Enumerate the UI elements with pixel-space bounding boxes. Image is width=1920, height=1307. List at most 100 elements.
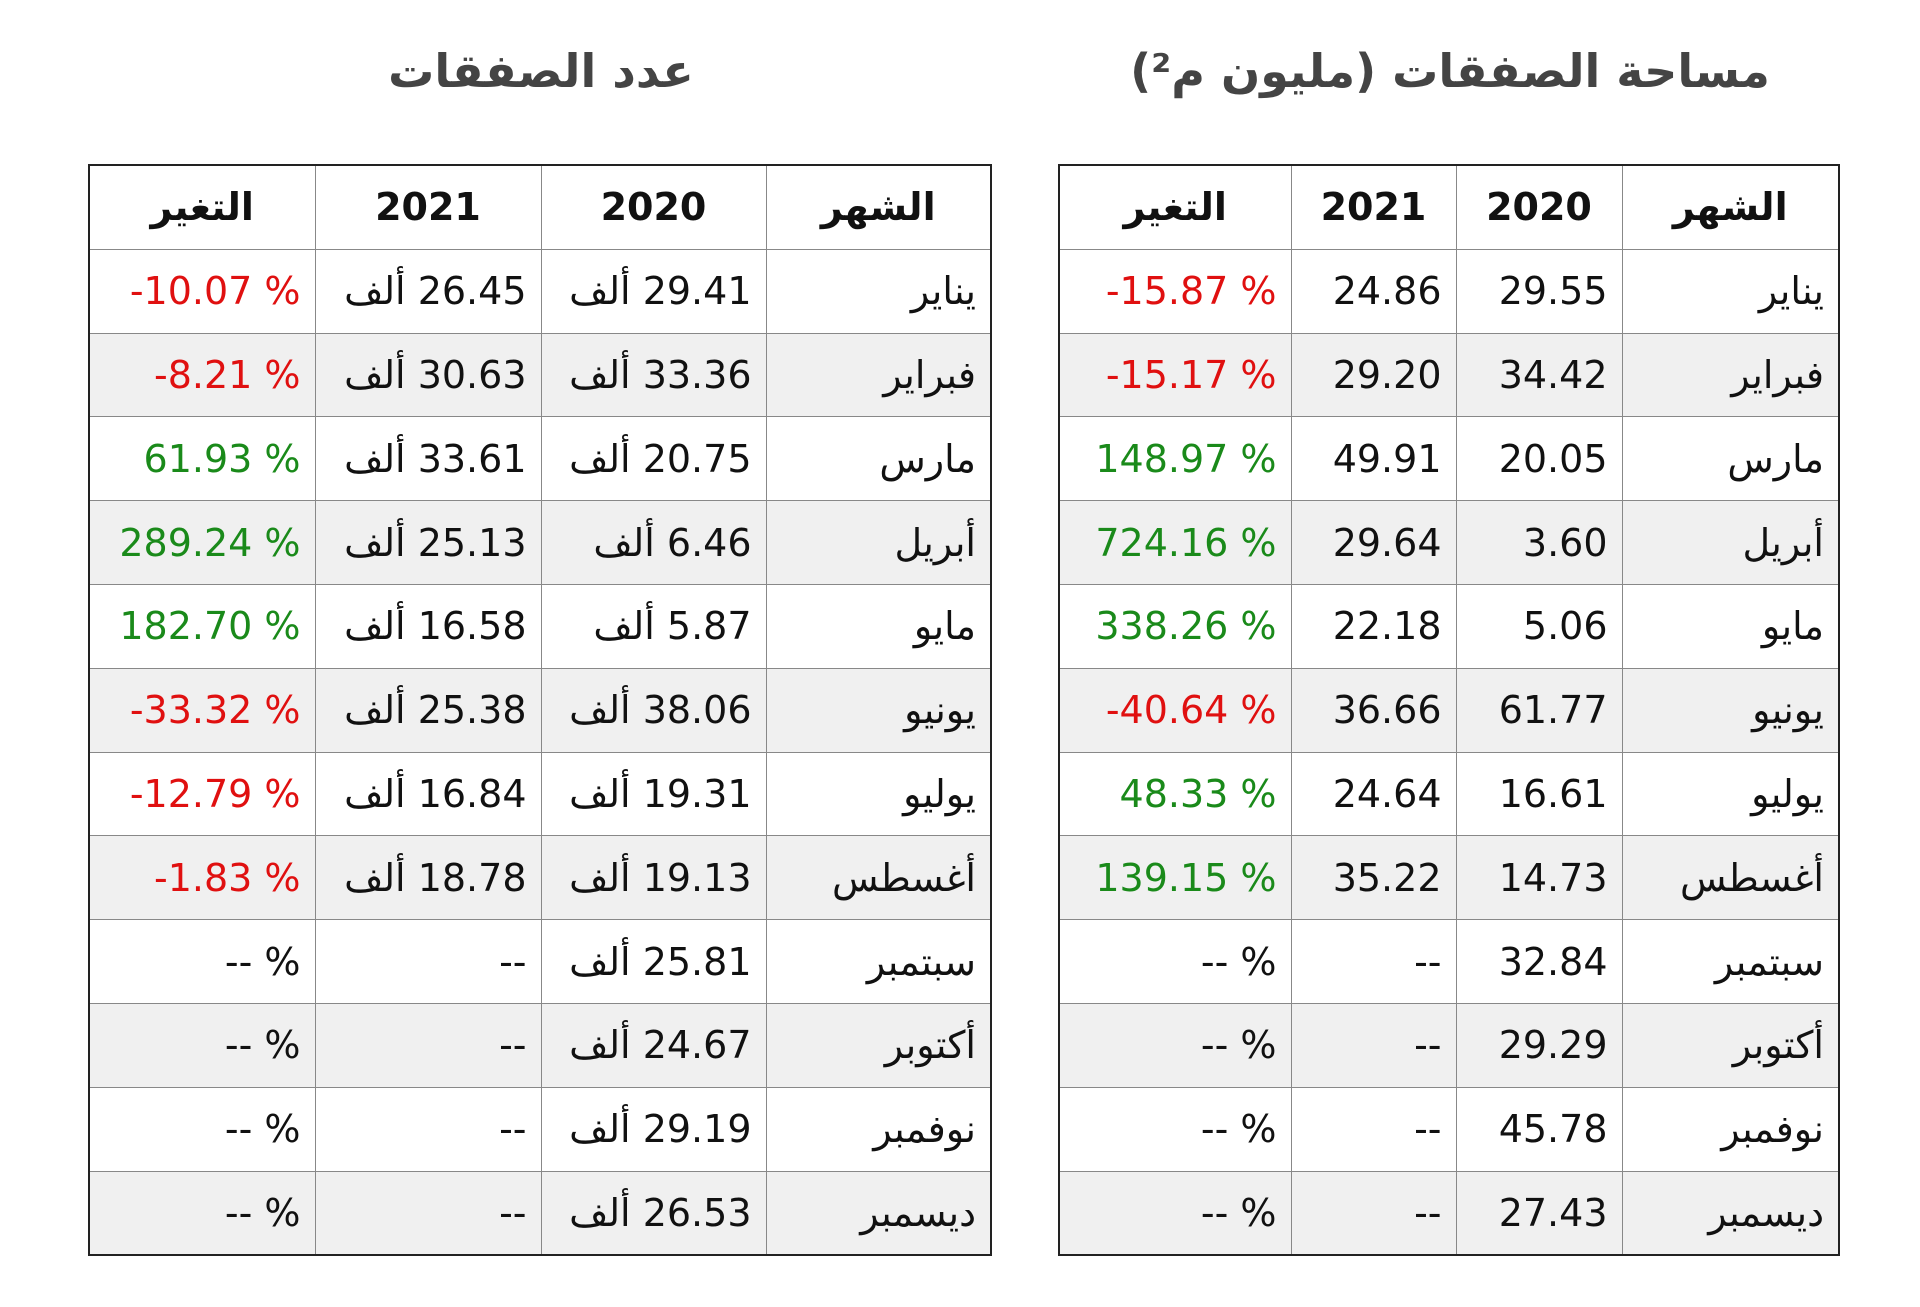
value-cell: -- xyxy=(1290,919,1457,1004)
area-table-block: مساحة الصفقات (مليون م²) الشهر 2020 2021 الت… xyxy=(1058,28,1840,1257)
table-row: يناير 29.41 ألف 26.45 ألف -10.07 % xyxy=(88,248,992,334)
value-cell: 20.05 xyxy=(1455,416,1623,502)
change-cell: -40.64 % xyxy=(1058,667,1292,753)
table-row: سبتمبر 25.81 ألف -- -- % xyxy=(88,919,992,1004)
value-cell: 16.84 ألف xyxy=(314,751,542,837)
value-cell: 22.18 xyxy=(1290,583,1457,669)
value-cell: 30.63 ألف xyxy=(314,332,542,418)
change-cell: -8.21 % xyxy=(88,332,316,418)
month-cell: أكتوبر xyxy=(765,1002,992,1088)
table-row: مارس 20.75 ألف 33.61 ألف 61.93 % xyxy=(88,416,992,502)
month-cell: نوفمبر xyxy=(1621,1086,1840,1172)
table-row: فبراير 33.36 ألف 30.63 ألف -8.21 % xyxy=(88,332,992,418)
table-row: يونيو 38.06 ألف 25.38 ألف -33.32 % xyxy=(88,667,992,753)
value-cell: 38.06 ألف xyxy=(540,667,767,753)
column-header: الشهر xyxy=(1621,164,1840,250)
month-cell: مايو xyxy=(1621,583,1840,669)
value-cell: 45.78 xyxy=(1455,1086,1623,1172)
month-cell: مايو xyxy=(765,583,992,669)
value-cell: 25.81 ألف xyxy=(540,919,767,1004)
value-cell: 33.61 ألف xyxy=(314,416,542,502)
value-cell: -- xyxy=(1290,1086,1457,1172)
month-cell: سبتمبر xyxy=(1621,919,1840,1004)
month-cell: أغسطس xyxy=(1621,835,1840,921)
month-cell: أبريل xyxy=(765,500,992,585)
month-cell: ديسمبر xyxy=(1621,1170,1840,1256)
value-cell: 61.77 xyxy=(1455,667,1623,753)
month-cell: يونيو xyxy=(765,667,992,753)
table-row: يوليو 16.61 24.64 48.33 % xyxy=(1058,751,1840,837)
data-table: الشهر 2020 2021 التغير يناير 29.55 24.86 -15.87… xyxy=(1058,164,1840,1257)
month-cell: أبريل xyxy=(1621,500,1840,585)
change-cell: -33.32 % xyxy=(88,667,316,753)
table-row: يناير 29.55 24.86 -15.87 % xyxy=(1058,248,1840,334)
value-cell: 16.58 ألف xyxy=(314,583,542,669)
table-row: مايو 5.87 ألف 16.58 ألف 182.70 % xyxy=(88,583,992,669)
value-cell: 29.55 xyxy=(1455,248,1623,334)
value-cell: 29.64 xyxy=(1290,500,1457,585)
change-cell: -- % xyxy=(1058,1086,1292,1172)
month-cell: سبتمبر xyxy=(765,919,992,1004)
value-cell: 36.66 xyxy=(1290,667,1457,753)
value-cell: 26.45 ألف xyxy=(314,248,542,334)
value-cell: 25.13 ألف xyxy=(314,500,542,585)
value-cell: 33.36 ألف xyxy=(540,332,767,418)
header-row: الشهر 2020 2021 التغير xyxy=(1058,164,1840,250)
table-row: أبريل 6.46 ألف 25.13 ألف 289.24 % xyxy=(88,500,992,585)
value-cell: 14.73 xyxy=(1455,835,1623,921)
table-row: أغسطس 14.73 35.22 139.15 % xyxy=(1058,835,1840,921)
value-cell: 29.20 xyxy=(1290,332,1457,418)
value-cell: 5.06 xyxy=(1455,583,1623,669)
table-title: عدد الصفقات xyxy=(388,44,694,98)
change-cell: -15.17 % xyxy=(1058,332,1292,418)
column-header: 2020 xyxy=(540,164,767,250)
value-cell: 19.13 ألف xyxy=(540,835,767,921)
change-cell: -1.83 % xyxy=(88,835,316,921)
month-cell: يناير xyxy=(765,248,992,334)
change-cell: 338.26 % xyxy=(1058,583,1292,669)
value-cell: 29.19 ألف xyxy=(540,1086,767,1172)
change-cell: -- % xyxy=(1058,919,1292,1004)
value-cell: -- xyxy=(314,1170,542,1256)
value-cell: 32.84 xyxy=(1455,919,1623,1004)
value-cell: 24.67 ألف xyxy=(540,1002,767,1088)
month-cell: يوليو xyxy=(765,751,992,837)
change-cell: -- % xyxy=(88,1086,316,1172)
value-cell: -- xyxy=(1290,1002,1457,1088)
change-cell: -- % xyxy=(88,919,316,1004)
value-cell: 49.91 xyxy=(1290,416,1457,502)
change-cell: -10.07 % xyxy=(88,248,316,334)
value-cell: 27.43 xyxy=(1455,1170,1623,1256)
table-row: أبريل 3.60 29.64 724.16 % xyxy=(1058,500,1840,585)
change-cell: -- % xyxy=(88,1002,316,1088)
month-cell: أكتوبر xyxy=(1621,1002,1840,1088)
change-cell: 148.97 % xyxy=(1058,416,1292,502)
change-cell: -- % xyxy=(88,1170,316,1256)
month-cell: مارس xyxy=(1621,416,1840,502)
change-cell: -- % xyxy=(1058,1170,1292,1256)
count-table-block: عدد الصفقات الشهر 2020 2021 التغير يناير 29.41… xyxy=(88,28,992,1257)
month-cell: يوليو xyxy=(1621,751,1840,837)
month-cell: ديسمبر xyxy=(765,1170,992,1256)
change-cell: 724.16 % xyxy=(1058,500,1292,585)
column-header: 2020 xyxy=(1455,164,1623,250)
column-header: التغير xyxy=(88,164,316,250)
month-cell: يناير xyxy=(1621,248,1840,334)
value-cell: 29.29 xyxy=(1455,1002,1623,1088)
value-cell: 29.41 ألف xyxy=(540,248,767,334)
month-cell: نوفمبر xyxy=(765,1086,992,1172)
change-cell: -- % xyxy=(1058,1002,1292,1088)
table-row: فبراير 34.42 29.20 -15.17 % xyxy=(1058,332,1840,418)
column-header: التغير xyxy=(1058,164,1292,250)
value-cell: 19.31 ألف xyxy=(540,751,767,837)
table-row: ديسمبر 27.43 -- -- % xyxy=(1058,1170,1840,1256)
column-header: 2021 xyxy=(1290,164,1457,250)
value-cell: -- xyxy=(314,919,542,1004)
value-cell: 5.87 ألف xyxy=(540,583,767,669)
header-row: الشهر 2020 2021 التغير xyxy=(88,164,992,250)
change-cell: 48.33 % xyxy=(1058,751,1292,837)
table-row: سبتمبر 32.84 -- -- % xyxy=(1058,919,1840,1004)
table-row: مايو 5.06 22.18 338.26 % xyxy=(1058,583,1840,669)
column-header: 2021 xyxy=(314,164,542,250)
